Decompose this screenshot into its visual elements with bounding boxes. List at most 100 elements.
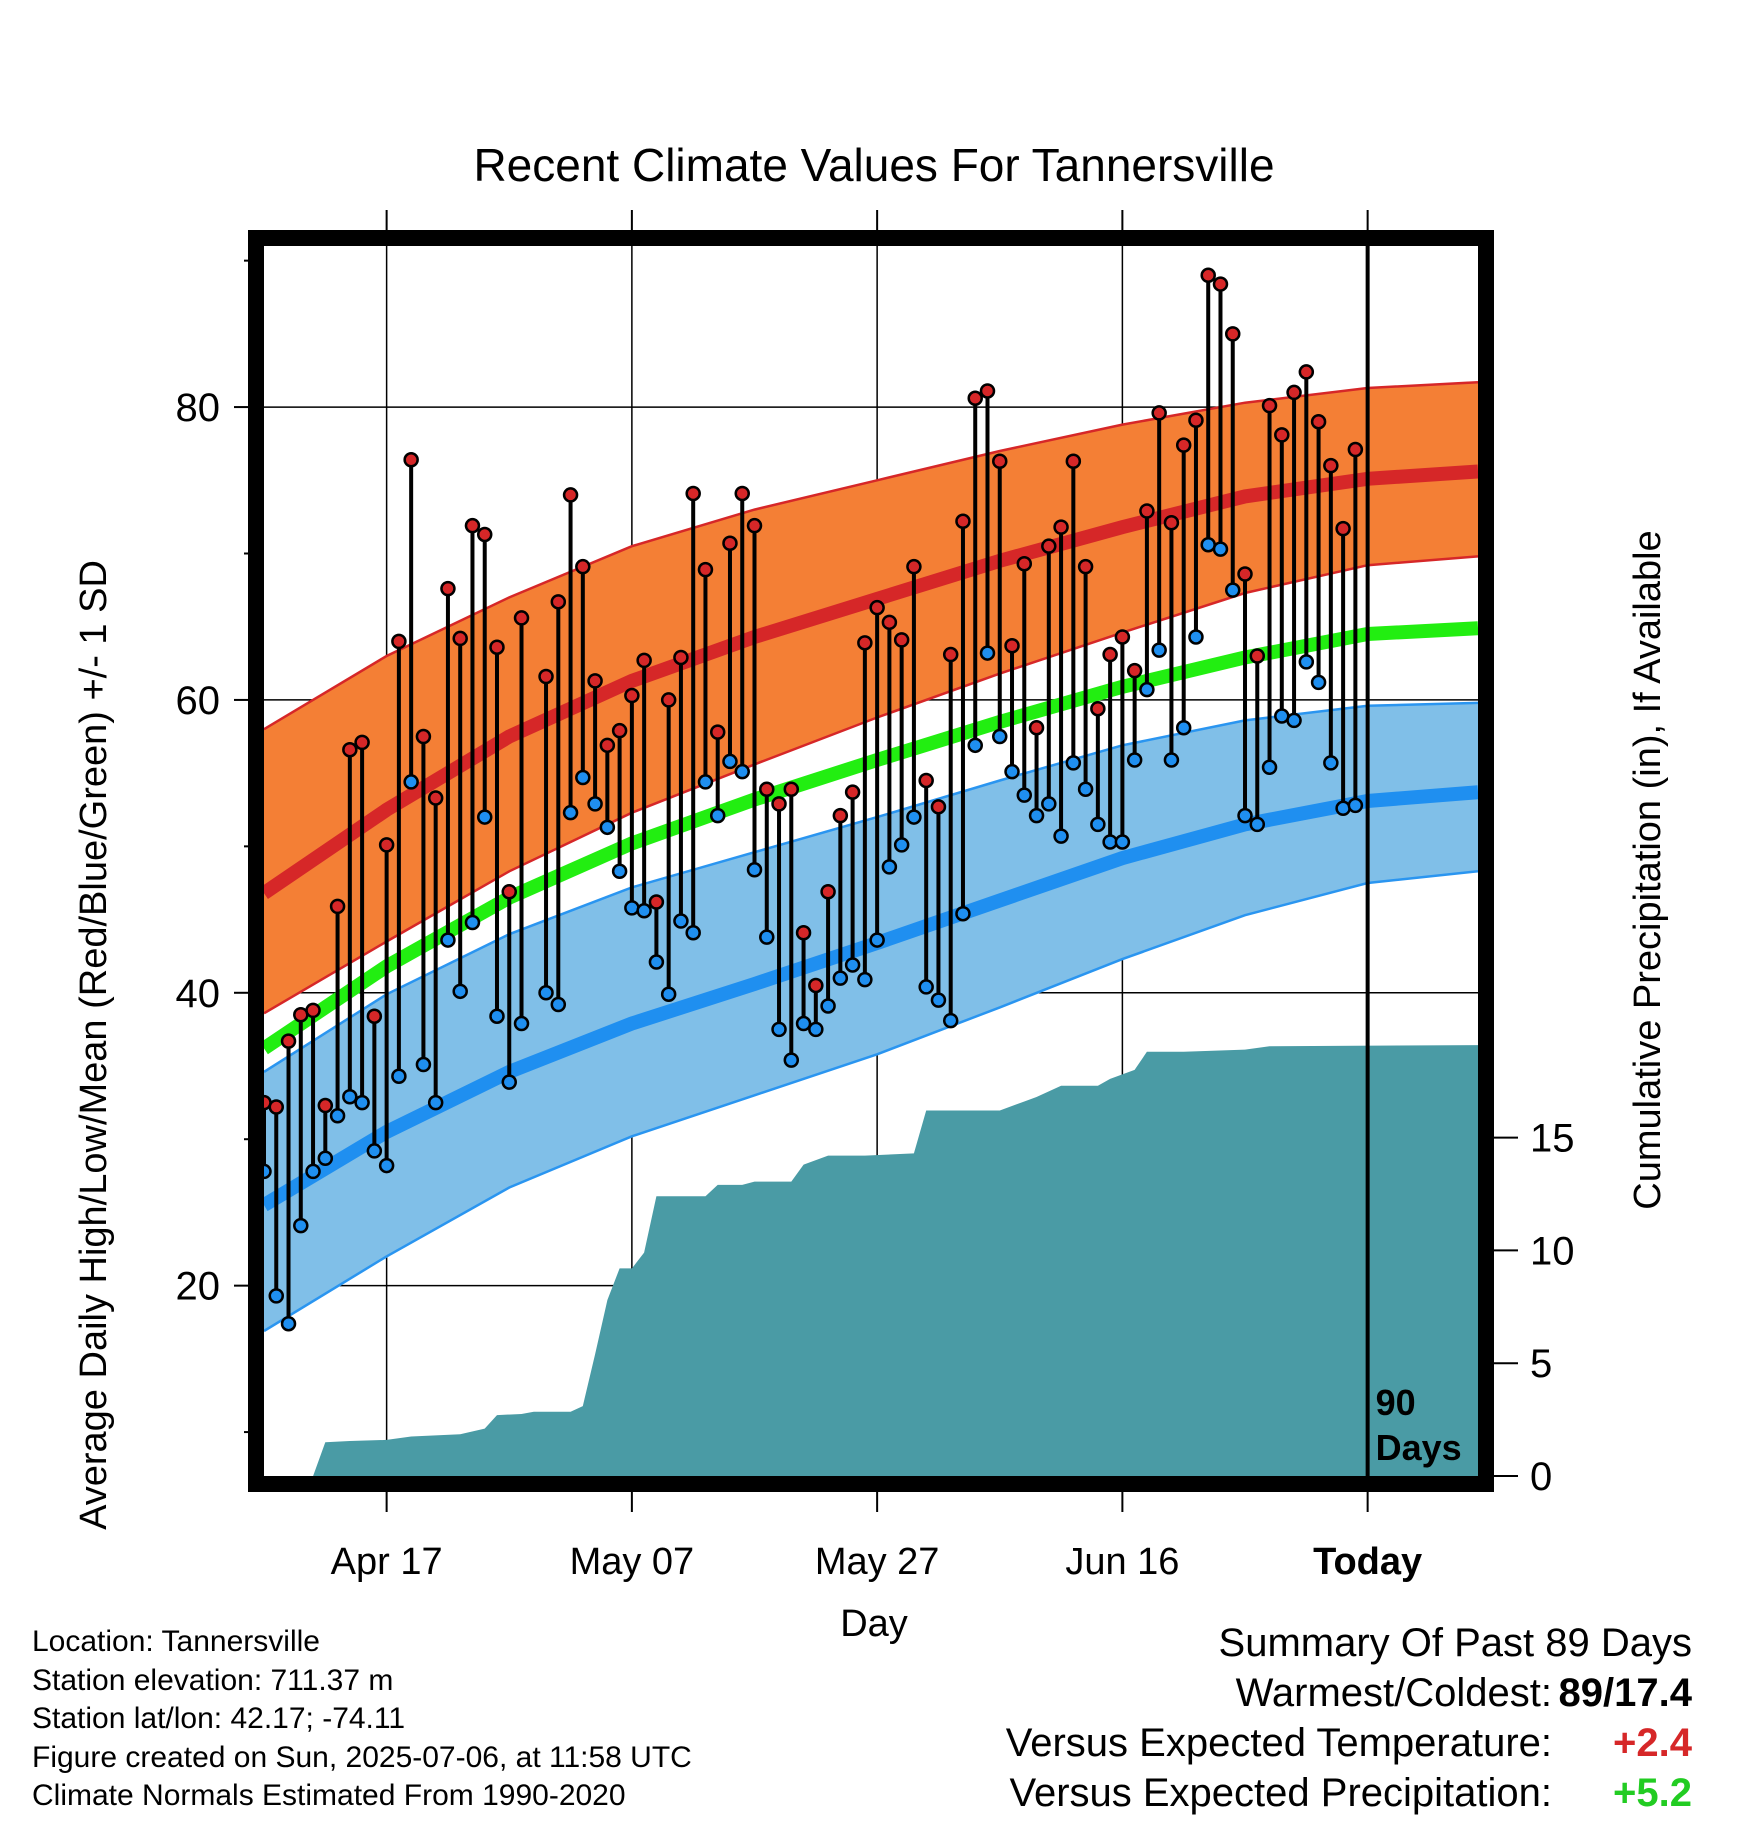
- daily-high-marker: [1004, 638, 1020, 654]
- summary-title: Summary Of Past 89 Days: [1218, 1621, 1692, 1665]
- daily-high-marker: [709, 724, 726, 740]
- daily-high-marker: [366, 1008, 383, 1024]
- daily-low-marker: [1126, 752, 1143, 768]
- daily-low-marker: [611, 863, 628, 879]
- daily-low-marker: [722, 753, 738, 770]
- daily-high-marker: [636, 652, 652, 669]
- y2-axis-label: Cumulative Precipitation (in), If Availa…: [1627, 530, 1669, 1209]
- daily-low-marker: [440, 932, 456, 948]
- daily-low-marker: [562, 804, 579, 821]
- x-tick-label: Today: [1313, 1541, 1422, 1583]
- daily-low-marker: [1065, 755, 1082, 771]
- daily-high-marker: [881, 614, 898, 631]
- axes: 20 40 60 80 0 5 10 15 Apr 17 May 07 May 27 Jun 16 To…: [176, 210, 1575, 1583]
- daily-high-marker: [1077, 558, 1094, 575]
- daily-low-marker: [1224, 582, 1241, 598]
- x-axis-label: Day: [840, 1603, 908, 1645]
- daily-high-marker: [893, 632, 910, 648]
- daily-high-marker: [1163, 515, 1180, 531]
- daily-high-marker: [930, 799, 947, 815]
- daily-low-marker: [464, 914, 481, 931]
- daily-low-marker: [1347, 797, 1364, 814]
- daily-low-marker: [1151, 642, 1167, 658]
- daily-high-marker: [317, 1097, 334, 1114]
- daily-high-marker: [513, 610, 530, 626]
- daily-low-marker: [1212, 541, 1229, 557]
- daily-low-marker: [452, 983, 468, 1000]
- daily-low-marker: [906, 809, 922, 825]
- daily-low-marker: [550, 996, 567, 1013]
- daily-high-marker: [979, 383, 996, 399]
- daily-high-marker: [342, 741, 358, 758]
- daily-low-marker: [844, 957, 861, 973]
- daily-high-marker: [268, 1099, 285, 1115]
- daily-low-marker: [734, 763, 750, 780]
- daily-high-marker: [1224, 326, 1241, 342]
- daily-high-marker: [942, 646, 959, 663]
- daily-high-marker: [820, 884, 836, 900]
- daily-low-marker: [1188, 629, 1204, 645]
- daily-low-marker: [366, 1143, 383, 1159]
- daily-low-marker: [660, 986, 677, 1002]
- daily-high-marker: [660, 692, 677, 708]
- daily-high-marker: [1261, 397, 1278, 414]
- daily-high-marker: [440, 580, 456, 597]
- daily-low-marker: [513, 1015, 530, 1032]
- daily-low-marker: [1028, 807, 1045, 824]
- daily-high-marker: [1126, 662, 1143, 679]
- high-sd-upper-edge: [264, 380, 1478, 731]
- daily-low-marker: [354, 1094, 370, 1111]
- plot-frame: [248, 230, 1494, 1492]
- warmest-coldest-value: 89/17.4: [1558, 1671, 1692, 1715]
- daily-low-marker: [1298, 654, 1315, 670]
- daily-low-marker: [1310, 674, 1327, 691]
- daily-low-marker: [293, 1217, 309, 1234]
- daily-high-marker: [1053, 519, 1069, 535]
- daily-low-marker: [624, 900, 640, 916]
- daily-low-marker: [918, 979, 934, 995]
- daily-high-marker: [1237, 566, 1253, 582]
- daily-high-marker: [771, 796, 787, 812]
- daily-high-marker: [832, 807, 849, 824]
- daily-high-marker: [1188, 412, 1204, 428]
- daily-low-marker: [673, 913, 689, 929]
- daily-high-marker: [648, 894, 665, 910]
- daily-high-marker: [329, 898, 346, 915]
- daily-low-marker: [648, 954, 665, 970]
- daily-low-marker: [599, 819, 616, 836]
- location-text: Location: Tannersville: [32, 1625, 320, 1658]
- daily-high-marker: [844, 784, 861, 800]
- daily-low-marker: [1175, 720, 1192, 736]
- daily-high-marker: [415, 728, 432, 745]
- daily-high-marker: [1298, 364, 1315, 380]
- daily-high-marker: [1212, 276, 1229, 292]
- daily-low-marker: [771, 1021, 787, 1038]
- latlon-text: Station lat/lon: 42.17; -74.11: [32, 1702, 406, 1735]
- daily-high-marker: [1249, 648, 1266, 664]
- temp-row: Versus Expected Temperature: +2.4: [1006, 1718, 1692, 1768]
- daily-high-marker: [734, 485, 750, 502]
- daily-high-marker: [1102, 646, 1118, 663]
- daily-high-marker: [1016, 556, 1033, 572]
- low-sd-band: [264, 702, 1478, 1331]
- daily-high-marker: [1335, 520, 1351, 537]
- today-days-number: 90: [1376, 1382, 1416, 1423]
- daily-low-marker: [893, 837, 910, 853]
- daily-low-marker: [1004, 763, 1020, 780]
- daily-low-marker: [476, 809, 493, 825]
- daily-low-marker: [967, 737, 983, 754]
- daily-high-marker: [795, 925, 812, 941]
- x-tick-label: Apr 17: [331, 1541, 443, 1583]
- daily-high-marker: [783, 781, 800, 797]
- daily-low-marker: [685, 925, 701, 941]
- daily-high-marker: [550, 594, 567, 610]
- daily-high-marker: [697, 561, 714, 578]
- station-info: Location: Tannersville Station elevation…: [32, 1623, 692, 1816]
- warmest-coldest-row: Warmest/Coldest: 89/17.4: [1006, 1668, 1692, 1718]
- daily-low-marker: [795, 1015, 812, 1032]
- daily-low-marker: [857, 971, 873, 988]
- precip-label: Versus Expected Precipitation:: [1009, 1771, 1552, 1815]
- y-tick-label: 20: [176, 1265, 221, 1309]
